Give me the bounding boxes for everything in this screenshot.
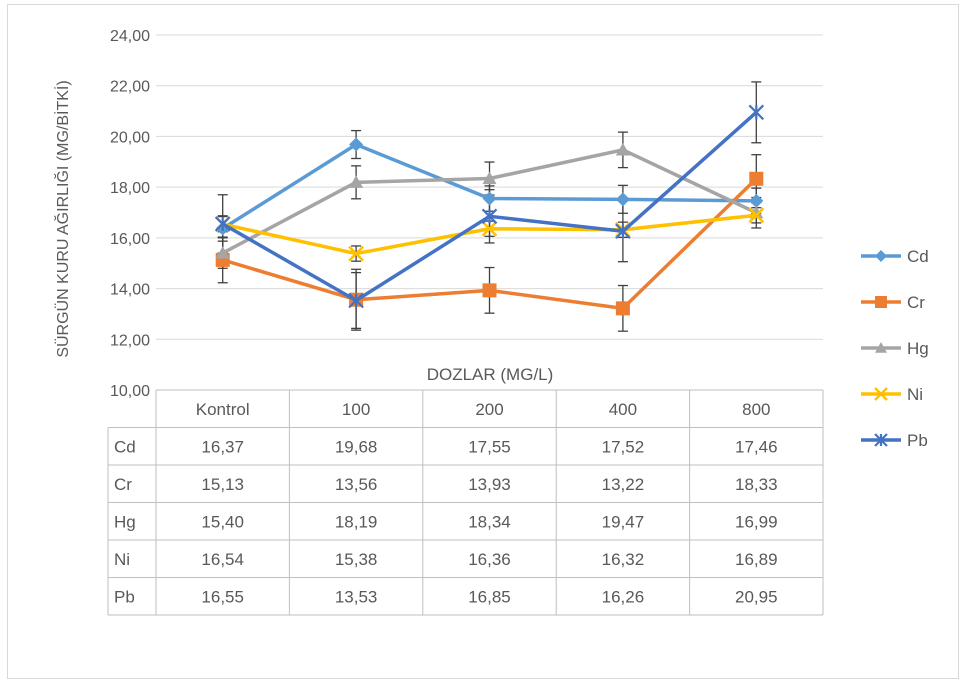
y-tick-label: 12,00 (110, 332, 150, 349)
data-label: 18,33 (735, 475, 778, 494)
data-point (215, 246, 230, 259)
legend-label: Pb (907, 431, 928, 450)
data-point (349, 137, 364, 152)
y-tick-label: 14,00 (110, 282, 150, 299)
data-point (482, 283, 497, 298)
legend: Cd Cr Hg Ni Pb (861, 247, 929, 450)
data-label: 13,53 (335, 587, 378, 606)
y-tick-label: 10,00 (110, 383, 150, 400)
x-tick-label: 200 (475, 400, 503, 419)
data-point (875, 296, 887, 308)
data-label: 18,19 (335, 512, 378, 531)
data-point (748, 104, 765, 121)
data-label: 20,95 (735, 587, 778, 606)
data-label: 13,93 (468, 475, 511, 494)
data-label: 17,55 (468, 437, 511, 456)
data-label: 13,22 (602, 475, 645, 494)
data-label: 15,40 (201, 512, 244, 531)
data-point (214, 216, 231, 232)
data-label: 16,54 (201, 550, 244, 569)
data-label: 15,38 (335, 550, 378, 569)
data-label: 17,46 (735, 437, 778, 456)
data-label: 16,32 (602, 550, 645, 569)
y-axis-label: SÜRGÜN KURU AĞIRLIĞI (MG/BİTKİ) (53, 80, 72, 357)
data-label: 19,68 (335, 437, 378, 456)
y-tick-label: 20,00 (110, 129, 150, 146)
legend-label: Cd (907, 247, 929, 266)
legend-item-ni: Ni (861, 385, 923, 404)
data-label: 16,55 (201, 587, 244, 606)
y-axis-ticks: 10,00 12,00 14,00 16,00 18,00 20,00 22,00 24,00 (110, 28, 150, 400)
data-label: 16,99 (735, 512, 778, 531)
data-point (481, 208, 498, 225)
data-point (348, 292, 364, 309)
data-label: 17,52 (602, 437, 645, 456)
data-label: 18,34 (468, 512, 511, 531)
x-tick-label: 100 (342, 400, 370, 419)
table-row-key: Cr (114, 475, 132, 494)
data-label: 13,56 (335, 475, 378, 494)
data-label: 16,26 (602, 587, 645, 606)
data-point (349, 175, 364, 188)
data-label: 15,13 (201, 475, 244, 494)
data-point (875, 250, 887, 262)
legend-item-pb: Pb (861, 431, 928, 450)
x-tick-label: 800 (742, 400, 770, 419)
data-label: 16,37 (201, 437, 244, 456)
data-point (481, 220, 498, 237)
data-point (749, 171, 764, 186)
data-label: 16,85 (468, 587, 511, 606)
data-label: 19,47 (602, 512, 645, 531)
legend-item-cd: Cd (861, 247, 929, 266)
data-point (748, 207, 765, 224)
data-point (875, 342, 887, 353)
table-row-key: Hg (114, 512, 136, 531)
table-row-key: Cd (114, 437, 136, 456)
data-point (615, 142, 630, 156)
data-point (348, 245, 364, 262)
legend-item-cr: Cr (861, 293, 925, 312)
y-tick-label: 22,00 (110, 79, 150, 96)
data-point (749, 193, 764, 208)
y-tick-label: 24,00 (110, 28, 150, 45)
x-axis-label: DOZLAR (MG/L) (427, 365, 554, 384)
data-label: 16,36 (468, 550, 511, 569)
legend-label: Ni (907, 385, 923, 404)
data-point (482, 191, 497, 206)
data-point (615, 223, 631, 240)
data-table: Kontrol 100 200 400 800 Cd 16,37 19,68 17,55 17,5… (107, 389, 824, 616)
data-point (615, 192, 630, 207)
legend-label: Hg (907, 339, 929, 358)
table-row-key: Ni (114, 550, 130, 569)
y-tick-label: 16,00 (110, 231, 150, 248)
x-tick-label: Kontrol (196, 400, 250, 419)
table-row-key: Pb (114, 587, 135, 606)
legend-item-hg: Hg (861, 339, 929, 358)
data-point (874, 433, 888, 447)
data-point (482, 171, 497, 185)
series-hg (215, 142, 764, 259)
series-pb (214, 104, 765, 309)
y-tick-label: 18,00 (110, 180, 150, 197)
series-lines (214, 104, 765, 316)
legend-label: Cr (907, 293, 925, 312)
x-tick-label: 400 (609, 400, 637, 419)
data-point (615, 301, 630, 316)
line-chart: 10,00 12,00 14,00 16,00 18,00 20,00 22,00 24,00… (53, 28, 929, 616)
data-label: 16,89 (735, 550, 778, 569)
data-point (874, 387, 888, 401)
chart-frame: 10,00 12,00 14,00 16,00 18,00 20,00 22,00 24,00… (7, 4, 959, 679)
